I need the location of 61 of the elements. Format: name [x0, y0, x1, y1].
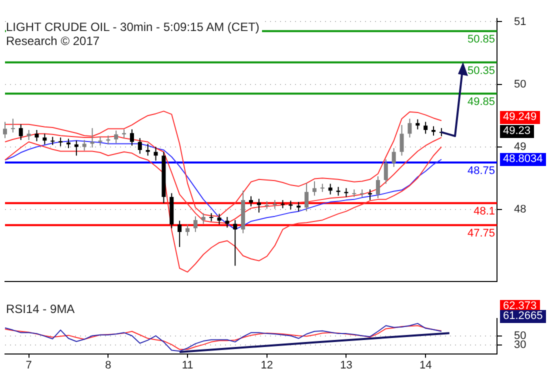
candlestick	[408, 118, 412, 138]
text: 49.249	[500, 111, 540, 124]
candlestick	[432, 126, 436, 136]
y-tick-label: 49	[514, 140, 526, 153]
ref-line-label: 49.85	[467, 96, 495, 108]
candlestick	[225, 216, 230, 228]
candlestick	[42, 133, 47, 145]
candlestick	[74, 140, 78, 156]
x-tick-label: 13	[340, 359, 352, 372]
candlestick	[233, 220, 238, 266]
ref-line-label: 50.85	[467, 34, 495, 46]
ref-line-label: 48.75	[467, 165, 495, 178]
y-tick-label: 50	[514, 78, 526, 90]
candlestick	[400, 124, 404, 156]
y-tick-label: 48	[514, 203, 526, 216]
ref-line-label: 47.75	[467, 228, 495, 240]
candlestick	[424, 121, 428, 134]
candlestick	[26, 129, 31, 140]
candlestick	[384, 158, 388, 184]
x-tick-label: 8	[105, 359, 112, 372]
chart-title: LIGHT CRUDE OIL - 30min - 5:09:15 AM (CET)	[6, 20, 262, 34]
candlestick	[328, 183, 332, 195]
candlestick	[193, 216, 198, 232]
chart-title: RSI14 - 9MA	[6, 302, 78, 316]
candlestick	[186, 224, 190, 236]
x-tick-label: 7	[26, 359, 32, 372]
text: 48.8034	[500, 153, 546, 166]
y-tick-label: 30	[514, 339, 526, 352]
text: Research © 2017	[6, 34, 103, 48]
candlestick	[376, 176, 380, 199]
candlestick	[114, 130, 118, 144]
candlestick	[66, 138, 70, 149]
candlestick	[392, 148, 396, 168]
text: 61.2665	[500, 310, 546, 324]
candlestick	[18, 124, 23, 140]
ref-line-label: 50.35	[467, 64, 495, 77]
candlestick	[209, 212, 214, 222]
candlestick	[201, 212, 206, 224]
candlestick	[82, 139, 86, 152]
candlestick	[416, 118, 420, 130]
candlestick	[3, 121, 7, 139]
ref-line-label: 48.1	[474, 206, 495, 218]
candlestick	[178, 220, 182, 248]
candlestick	[256, 198, 261, 214]
x-tick-label: 14	[419, 359, 432, 372]
y-tick-label: 51	[514, 16, 526, 28]
candlestick	[249, 196, 253, 207]
x-tick-label: 12	[260, 359, 273, 372]
candlestick	[138, 138, 142, 154]
text: 49.23	[500, 125, 534, 138]
candlestick	[368, 188, 372, 201]
candlestick	[304, 182, 309, 212]
candlestick	[34, 129, 39, 142]
candlestick	[130, 128, 134, 146]
candlestick	[312, 180, 316, 196]
candlestick	[296, 201, 301, 212]
candlestick	[10, 118, 15, 133]
candlestick	[154, 146, 158, 162]
x-tick-label: 11	[182, 359, 194, 372]
candlestick	[146, 143, 150, 156]
candlestick	[217, 213, 222, 225]
